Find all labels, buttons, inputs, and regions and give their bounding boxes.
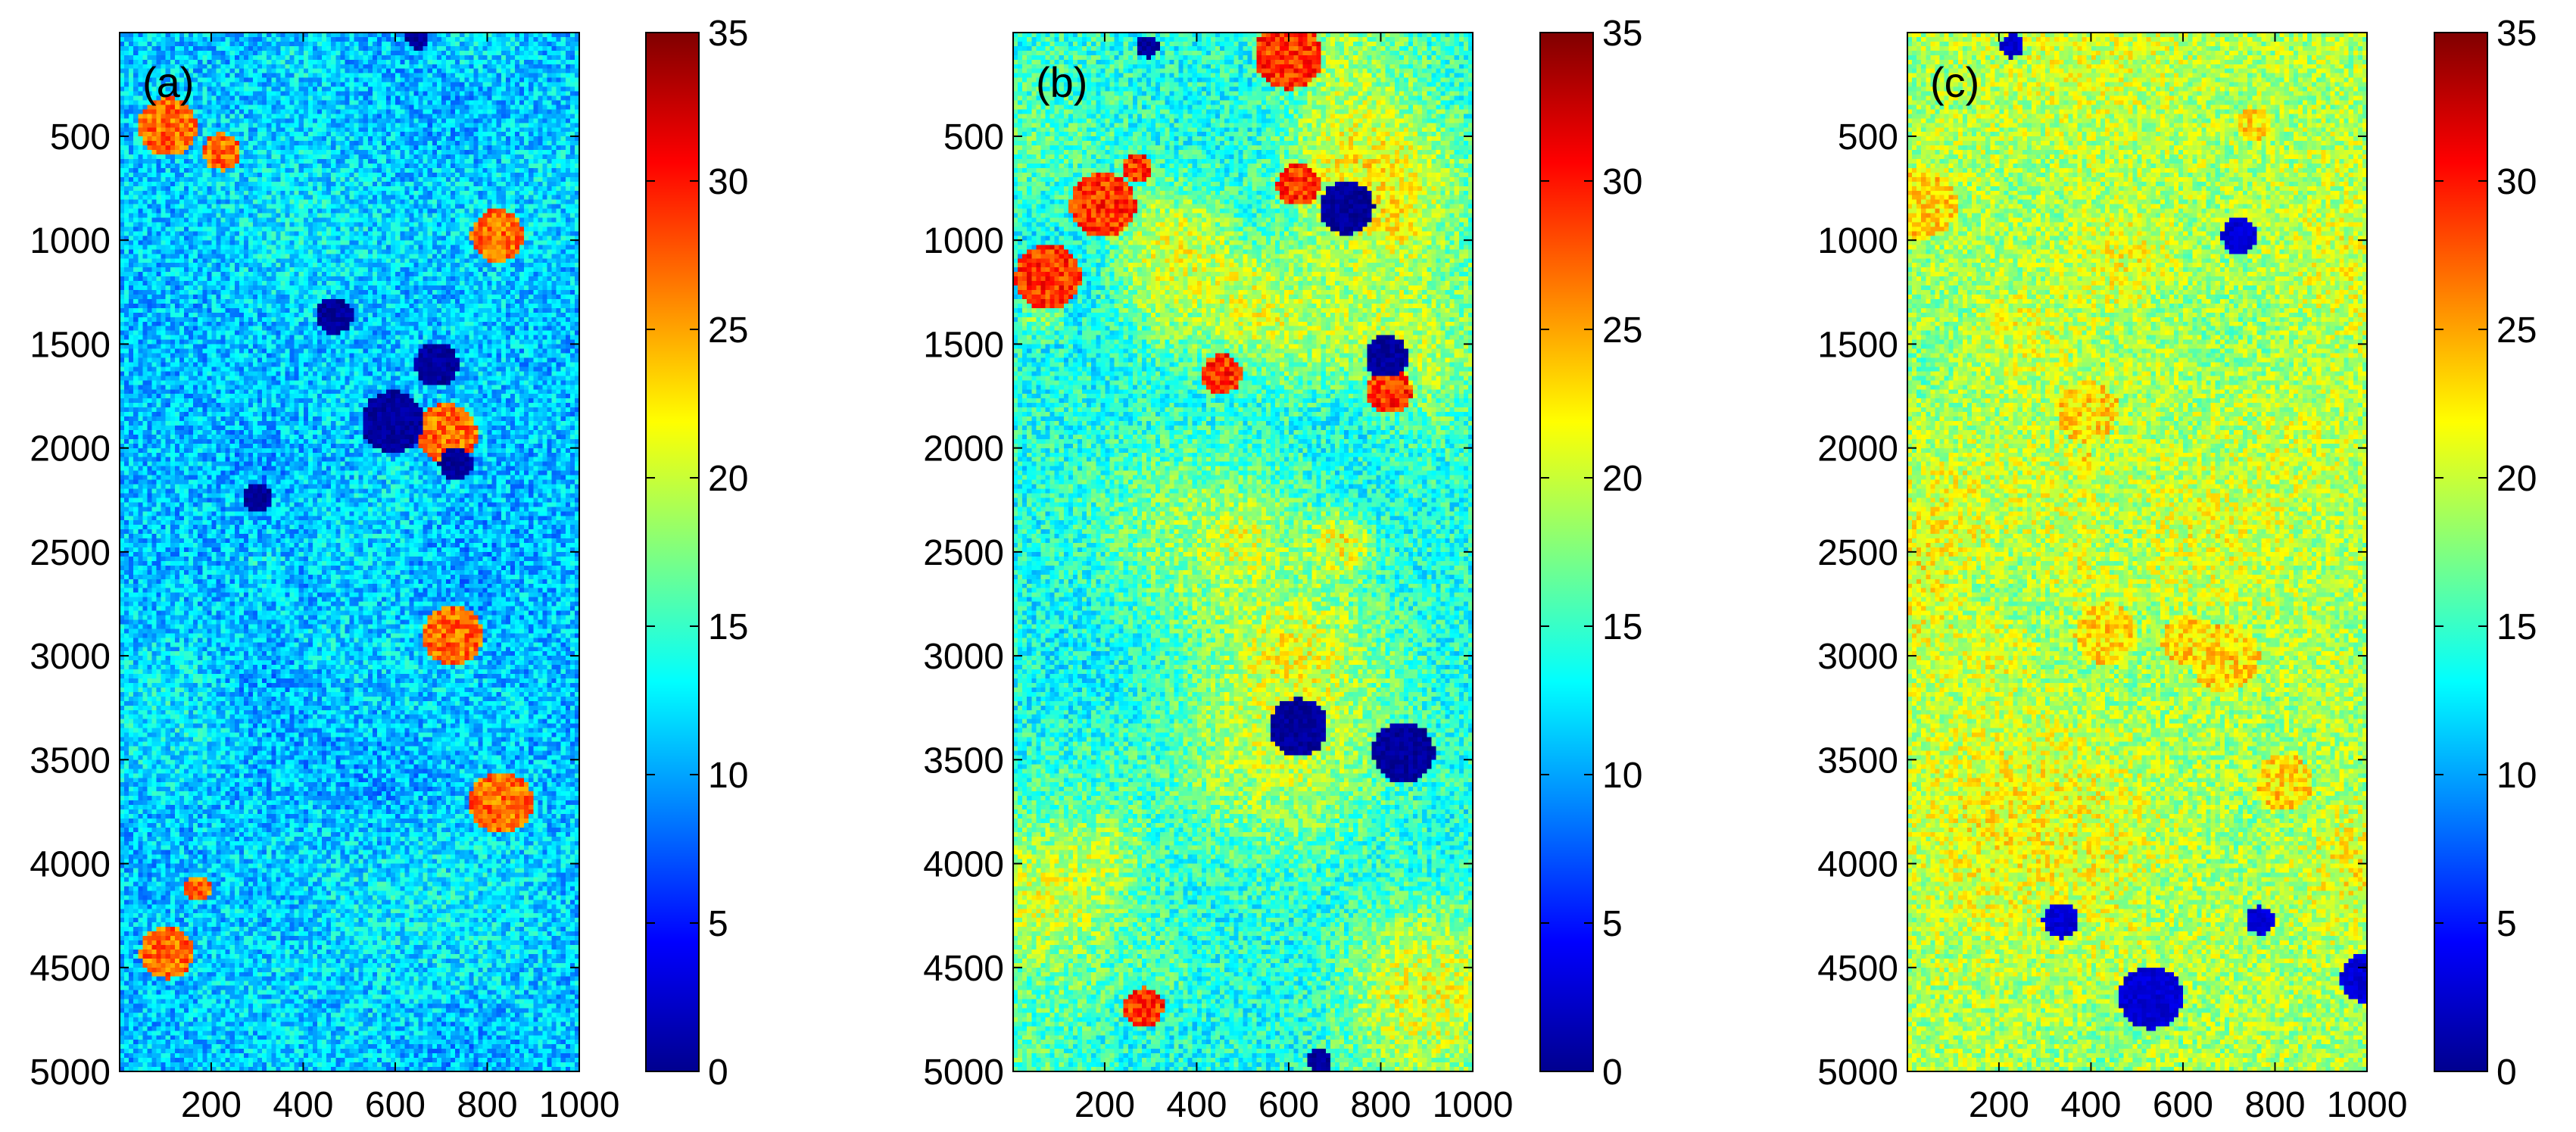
colorbar-frame <box>1539 32 1594 1072</box>
x-tick-label: 400 <box>2060 1085 2121 1125</box>
x-tick-label: 800 <box>1350 1085 1411 1125</box>
x-tick-label: 1000 <box>2327 1085 2408 1125</box>
y-tick-label: 4000 <box>30 845 111 885</box>
x-tick-label: 600 <box>1258 1085 1319 1125</box>
colorbar-tick-label: 5 <box>708 904 728 944</box>
colorbar-tick-label: 25 <box>708 310 748 351</box>
y-tick-label: 4500 <box>1817 949 1898 989</box>
y-tick-label: 2500 <box>1817 533 1898 573</box>
y-tick-label: 3000 <box>30 637 111 677</box>
x-tick-label: 600 <box>2153 1085 2213 1125</box>
y-tick-label: 3000 <box>923 637 1004 677</box>
panel-label: (c) <box>1930 58 1979 106</box>
y-tick-label: 3000 <box>1817 637 1898 677</box>
y-tick-label: 4500 <box>923 949 1004 989</box>
colorbar-gradient <box>646 33 699 1071</box>
colorbar-gradient <box>1540 33 1593 1071</box>
colorbar-tick-label: 35 <box>708 14 748 54</box>
y-tick-label: 2000 <box>30 429 111 469</box>
colorbar-tick-label: 15 <box>2496 607 2537 647</box>
y-tick-label: 1000 <box>30 221 111 261</box>
y-tick-label: 5000 <box>923 1052 1004 1093</box>
y-tick-label: 500 <box>1838 117 1898 157</box>
y-tick-label: 5000 <box>1817 1052 1898 1093</box>
x-tick-label: 200 <box>1969 1085 2029 1125</box>
x-tick-label: 1000 <box>1433 1085 1514 1125</box>
y-tick-label: 2000 <box>923 429 1004 469</box>
y-tick-label: 2000 <box>1817 429 1898 469</box>
x-tick-label: 800 <box>457 1085 517 1125</box>
colorbar-tick-label: 35 <box>1602 14 1642 54</box>
panel-b: 5001000150020002500300035004000450050002… <box>923 14 1642 1125</box>
colorbar-tick-label: 30 <box>708 162 748 202</box>
colorbar-tick-label: 5 <box>2496 904 2517 944</box>
y-tick-label: 1000 <box>1817 221 1898 261</box>
x-tick-label: 600 <box>365 1085 426 1125</box>
colorbar-tick-label: 25 <box>2496 310 2537 351</box>
colorbar-tick-label: 35 <box>2496 14 2537 54</box>
y-tick-label: 5000 <box>30 1052 111 1093</box>
x-tick-label: 200 <box>1074 1085 1135 1125</box>
colorbar-tick-label: 10 <box>708 756 748 796</box>
y-tick-label: 4000 <box>1817 845 1898 885</box>
panel-label: (b) <box>1036 58 1087 106</box>
colorbar-tick-label: 15 <box>708 607 748 647</box>
y-tick-label: 4000 <box>923 845 1004 885</box>
colorbar-tick-label: 30 <box>1602 162 1642 202</box>
x-tick-label: 200 <box>181 1085 242 1125</box>
y-tick-label: 500 <box>50 117 111 157</box>
y-tick-label: 3500 <box>30 741 111 781</box>
panel-a: 5001000150020002500300035004000450050002… <box>30 14 748 1125</box>
colorbar-tick-label: 10 <box>2496 756 2537 796</box>
colorbar: 0 5 10 15 20 25 30 35 <box>1539 14 1642 1093</box>
colorbar-frame <box>2434 32 2488 1072</box>
panel-c: 5001000150020002500300035004000450050002… <box>1817 14 2537 1125</box>
colorbar-tick-label: 20 <box>2496 459 2537 499</box>
colorbar-tick-label: 10 <box>1602 756 1642 796</box>
colorbar-tick-label: 25 <box>1602 310 1642 351</box>
heatmap-image <box>1013 33 1473 1071</box>
colorbar-tick-label: 0 <box>708 1052 728 1093</box>
colorbar-frame <box>645 32 700 1072</box>
panel-label: (a) <box>142 58 194 106</box>
y-tick-label: 3500 <box>923 741 1004 781</box>
y-tick-label: 1500 <box>923 325 1004 365</box>
colorbar: 0 5 10 15 20 25 30 35 <box>2434 14 2537 1093</box>
y-tick-label: 500 <box>943 117 1004 157</box>
y-tick-label: 4500 <box>30 949 111 989</box>
x-tick-label: 400 <box>273 1085 333 1125</box>
y-tick-label: 1500 <box>30 325 111 365</box>
x-tick-label: 1000 <box>539 1085 620 1125</box>
colorbar-gradient <box>2434 33 2487 1071</box>
y-tick-label: 2500 <box>923 533 1004 573</box>
colorbar: 0 5 10 15 20 25 30 35 <box>645 14 748 1093</box>
x-tick-label: 800 <box>2244 1085 2305 1125</box>
y-tick-label: 3500 <box>1817 741 1898 781</box>
y-tick-label: 1000 <box>923 221 1004 261</box>
heatmap-image <box>120 33 579 1071</box>
x-tick-label: 400 <box>1166 1085 1227 1125</box>
colorbar-tick-label: 0 <box>2496 1052 2517 1093</box>
heatmap-image <box>1907 33 2367 1071</box>
y-tick-label: 2500 <box>30 533 111 573</box>
colorbar-tick-label: 5 <box>1602 904 1623 944</box>
colorbar-tick-label: 30 <box>2496 162 2537 202</box>
y-tick-label: 1500 <box>1817 325 1898 365</box>
colorbar-tick-label: 20 <box>1602 459 1642 499</box>
colorbar-tick-label: 15 <box>1602 607 1642 647</box>
colorbar-tick-label: 20 <box>708 459 748 499</box>
colorbar-tick-label: 0 <box>1602 1052 1623 1093</box>
